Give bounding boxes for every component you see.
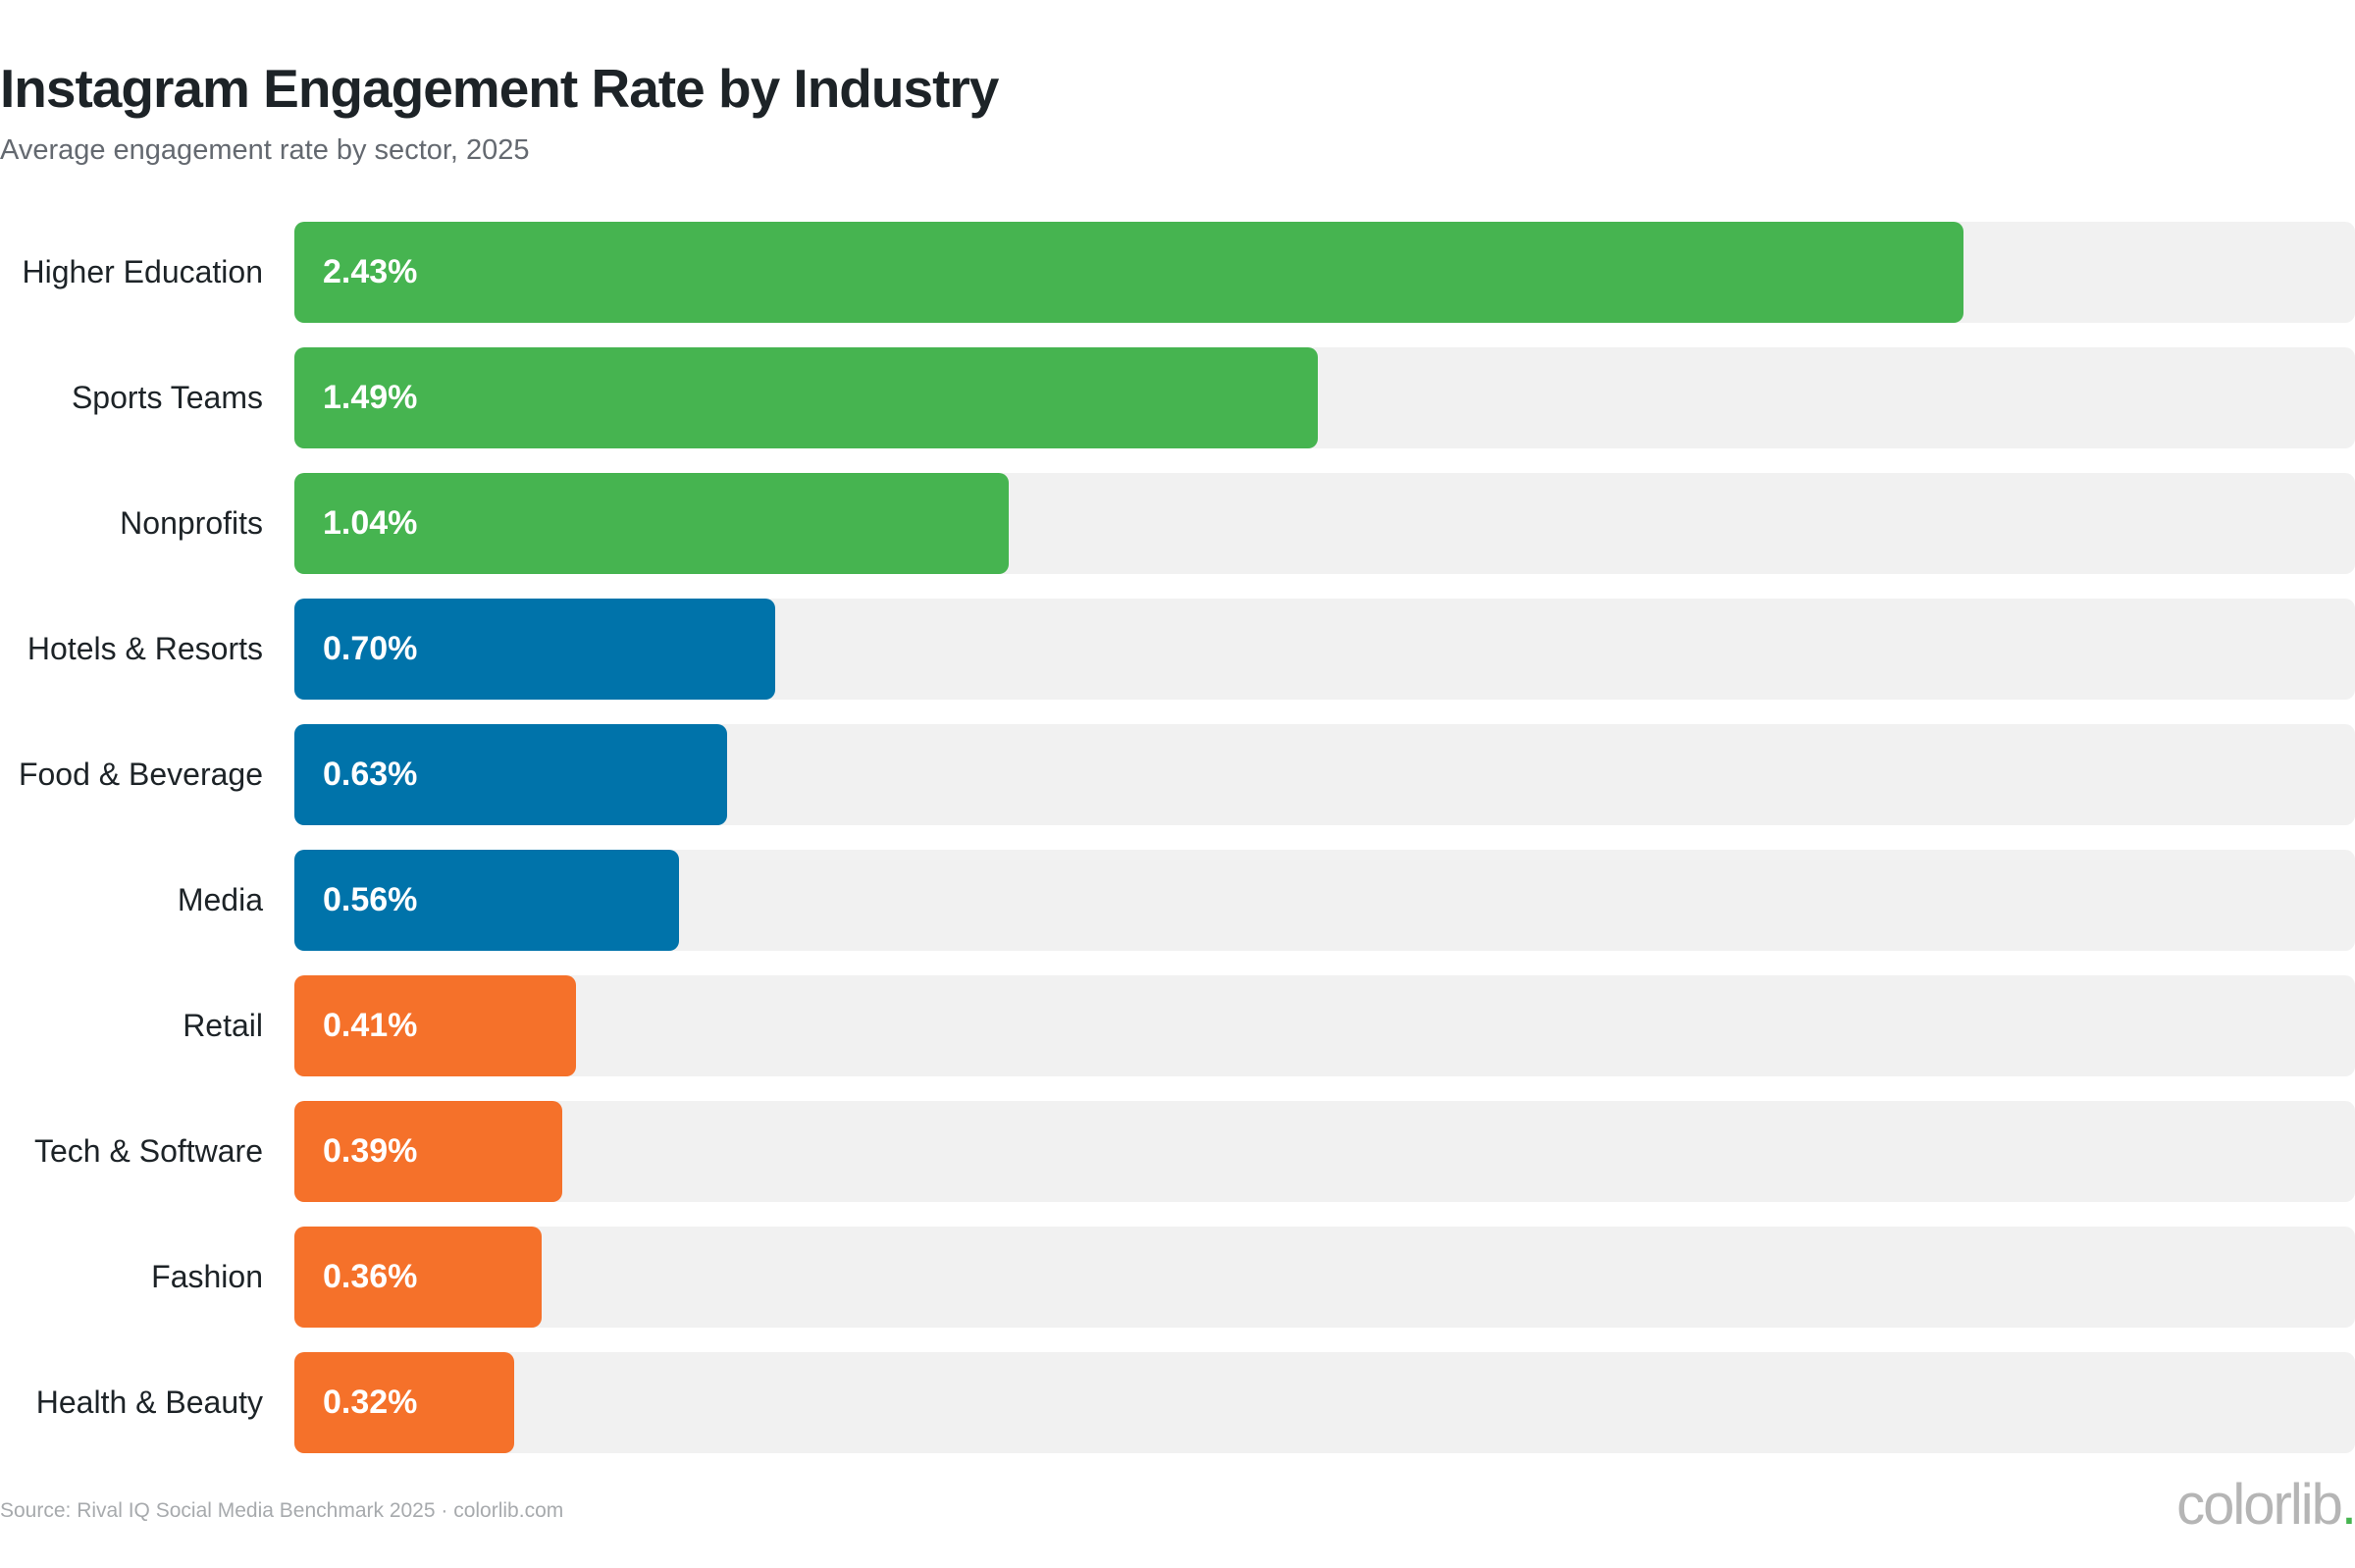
value-label: 1.49% bbox=[323, 379, 418, 416]
chart-title: Instagram Engagement Rate by Industry bbox=[0, 58, 999, 119]
category-label: Hotels & Resorts bbox=[26, 631, 263, 666]
bar bbox=[294, 724, 727, 825]
category-label: Food & Beverage bbox=[18, 757, 263, 792]
value-label: 0.70% bbox=[323, 630, 418, 667]
bar bbox=[294, 1227, 542, 1328]
category-label: Nonprofits bbox=[120, 505, 263, 541]
bar bbox=[294, 473, 1009, 574]
category-label: Tech & Software bbox=[34, 1133, 263, 1169]
value-label: 0.63% bbox=[323, 756, 418, 793]
value-label: 0.56% bbox=[323, 881, 418, 918]
category-label: Fashion bbox=[151, 1259, 263, 1294]
bar-track bbox=[294, 1101, 2355, 1202]
bar bbox=[294, 1352, 514, 1453]
bar-track bbox=[294, 1227, 2355, 1328]
category-label: Health & Beauty bbox=[35, 1385, 263, 1420]
category-label: Media bbox=[177, 882, 263, 917]
bar-track bbox=[294, 975, 2355, 1076]
colorlib-logo: colorlib. bbox=[2176, 1473, 2355, 1537]
value-label: 0.41% bbox=[323, 1007, 418, 1044]
value-label: 0.32% bbox=[323, 1384, 418, 1421]
bar bbox=[294, 850, 679, 951]
bar bbox=[294, 975, 576, 1076]
value-label: 0.36% bbox=[323, 1258, 418, 1295]
bar bbox=[294, 599, 775, 700]
value-label: 1.04% bbox=[323, 504, 418, 542]
bar bbox=[294, 347, 1318, 448]
value-label: 2.43% bbox=[323, 253, 418, 290]
bar-track bbox=[294, 1352, 2355, 1453]
category-label: Higher Education bbox=[22, 254, 263, 289]
category-label: Retail bbox=[183, 1008, 263, 1043]
value-label: 0.39% bbox=[323, 1132, 418, 1170]
source-note: Source: Rival IQ Social Media Benchmark … bbox=[0, 1499, 564, 1522]
category-label: Sports Teams bbox=[71, 380, 263, 415]
bar bbox=[294, 1101, 562, 1202]
chart-subtitle: Average engagement rate by sector, 2025 bbox=[0, 134, 530, 166]
bar bbox=[294, 222, 1963, 323]
